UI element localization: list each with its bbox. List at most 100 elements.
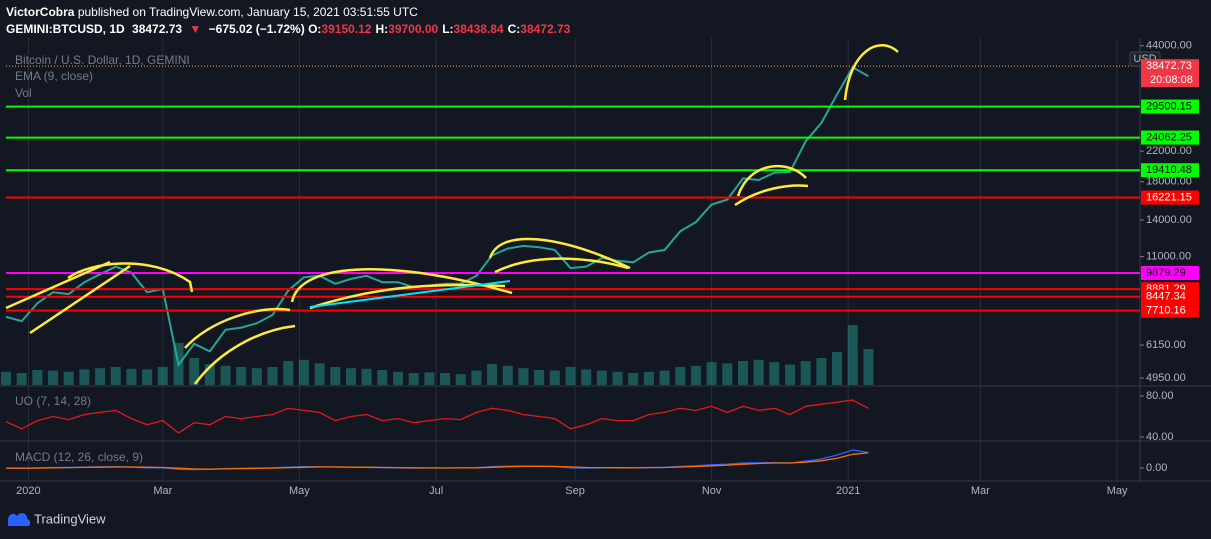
- x-tick-label: 2020: [16, 485, 40, 497]
- volume-bar: [549, 370, 560, 385]
- volume-bar: [816, 358, 827, 385]
- volume-bar: [1, 371, 11, 385]
- logo: TradingView: [8, 511, 106, 526]
- header: VictorCobra published on TradingView.com…: [6, 4, 578, 38]
- x-tick-label: Mar: [971, 485, 990, 497]
- change: −675.02 (−1.72%): [208, 22, 305, 36]
- volume-bar: [48, 370, 59, 385]
- volume-bar: [612, 371, 623, 385]
- volume-bar: [330, 367, 341, 385]
- volume-bar: [690, 365, 701, 385]
- ohlc-key: L:: [442, 22, 454, 36]
- arc: [67, 262, 194, 293]
- arc: [736, 165, 807, 197]
- legend-macd: MACD (12, 26, close, 9): [15, 450, 143, 464]
- volume-bar: [345, 368, 356, 385]
- y-tick-label: 11000.00: [1146, 251, 1191, 263]
- y-tick-label: 4950.00: [1146, 372, 1186, 384]
- volume-bar: [643, 371, 654, 385]
- volume-bar: [628, 373, 639, 385]
- level-label-bg: [1141, 99, 1199, 114]
- y-tick-label: 22000.00: [1146, 145, 1192, 157]
- y-tick-label: 18000.00: [1146, 176, 1192, 188]
- volume-bar: [95, 368, 106, 385]
- volume-bar: [769, 362, 780, 385]
- publish-line: VictorCobra published on TradingView.com…: [6, 4, 578, 21]
- series-line: [5, 399, 869, 434]
- logo-icon: [8, 513, 31, 526]
- volume-bar: [220, 365, 231, 385]
- x-tick-label: Mar: [153, 485, 172, 497]
- volume-bar: [596, 370, 607, 385]
- volume-bar: [534, 370, 545, 385]
- ohlc-value: 39150.12: [321, 22, 372, 36]
- volume-bar: [737, 361, 748, 385]
- volume-bar: [283, 361, 294, 385]
- volume-bar: [471, 370, 482, 385]
- level-label: 16221.15: [1146, 191, 1192, 203]
- volume-bar: [800, 361, 811, 385]
- volume-bar: [706, 362, 717, 385]
- quote-line: GEMINI:BTCUSD, 1D 38472.73 ▼ −675.02 (−1…: [6, 21, 578, 38]
- legend-vol: Vol: [15, 86, 32, 100]
- author: VictorCobra: [6, 5, 75, 19]
- countdown: 20:08:08: [1150, 74, 1193, 86]
- level-label: 29500.15: [1146, 100, 1192, 112]
- x-tick-label: May: [1107, 485, 1128, 497]
- published: published on TradingView.com, January 15…: [77, 5, 418, 19]
- x-tick-label: 2021: [836, 485, 860, 497]
- y-tick-label: 80.00: [1146, 390, 1174, 402]
- series-line: [5, 452, 869, 470]
- volume-bar: [126, 368, 137, 385]
- volume-bar: [847, 325, 858, 385]
- arc: [193, 324, 296, 385]
- trend-line: [5, 260, 111, 310]
- level-label: 7710.16: [1146, 305, 1186, 317]
- volume-bar: [32, 370, 43, 385]
- volume-bar: [173, 343, 184, 385]
- arc: [290, 268, 513, 303]
- volume-bar: [204, 364, 215, 385]
- volume-bar: [753, 359, 764, 385]
- volume-bar: [487, 364, 498, 385]
- volume-bar: [314, 363, 325, 385]
- level-label-bg: [1141, 265, 1199, 280]
- ohlc-key: O:: [308, 22, 322, 36]
- arc: [843, 44, 899, 101]
- volume-bar: [722, 363, 733, 385]
- ohlc-key: C:: [507, 22, 521, 36]
- volume-bar: [298, 359, 309, 385]
- volume-bar: [110, 367, 121, 385]
- level-label: 24062.25: [1146, 131, 1192, 143]
- volume-bar: [518, 368, 529, 385]
- volume-bar: [832, 352, 843, 385]
- series-line: [5, 65, 869, 368]
- volume-bar: [393, 371, 404, 385]
- level-label-bg: [1141, 190, 1199, 205]
- legend-ema: EMA (9, close): [15, 69, 93, 83]
- x-tick-label: Nov: [702, 485, 722, 497]
- volume-bar: [785, 364, 796, 385]
- arc: [184, 307, 291, 349]
- level-label-bg: [1141, 163, 1199, 178]
- volume-bar: [424, 372, 435, 385]
- arrow: ▼: [189, 22, 202, 36]
- volume-bar: [189, 358, 200, 385]
- ohlc: O:39150.12 H:39700.00 L:38438.84 C:38472.73: [308, 22, 574, 36]
- y-tick-label: 14000.00: [1146, 214, 1192, 226]
- volume-bar: [16, 373, 27, 385]
- trend-line: [309, 280, 511, 308]
- ohlc-key: H:: [375, 22, 389, 36]
- level-label-bg: [1141, 303, 1199, 318]
- volume-bar: [581, 369, 592, 385]
- volume-bar: [377, 370, 388, 385]
- y-tick-label: 40.00: [1146, 431, 1174, 443]
- volume-bar: [502, 365, 513, 385]
- volume-bar: [236, 367, 247, 385]
- x-tick-label: Jul: [429, 485, 443, 497]
- volume-bar: [675, 367, 686, 385]
- volume-bar: [440, 373, 451, 385]
- volume-bar: [267, 367, 278, 385]
